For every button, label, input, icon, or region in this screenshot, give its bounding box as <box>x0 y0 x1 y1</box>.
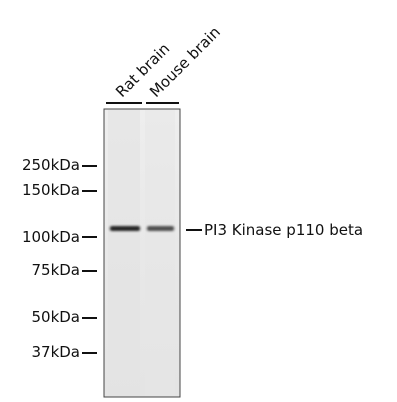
band-mouse-brain <box>147 226 174 231</box>
marker-label: 100kDa <box>22 228 80 246</box>
marker-250kda: 250kDa <box>22 156 97 174</box>
marker-label: 37kDa <box>31 343 80 361</box>
marker-75kda: 75kDa <box>31 261 97 279</box>
marker-label: 75kDa <box>31 261 80 279</box>
band-rat-brain <box>110 226 140 231</box>
target-label: PI3 Kinase p110 beta <box>204 221 363 239</box>
marker-100kda: 100kDa <box>22 228 97 246</box>
marker-150kda: 150kDa <box>22 181 97 199</box>
marker-37kda: 37kDa <box>31 343 97 361</box>
target-annotation: PI3 Kinase p110 beta <box>186 221 363 239</box>
marker-label: 150kDa <box>22 181 80 199</box>
lane-shade-rat-brain <box>108 110 140 396</box>
marker-label: 250kDa <box>22 156 80 174</box>
marker-label: 50kDa <box>31 308 80 326</box>
lane-shade-mouse-brain <box>145 110 175 396</box>
marker-50kda: 50kDa <box>31 308 97 326</box>
